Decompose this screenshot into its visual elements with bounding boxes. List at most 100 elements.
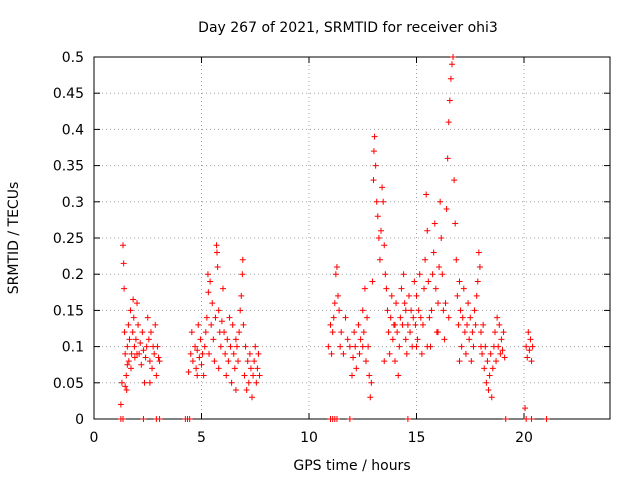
data-point	[204, 271, 211, 278]
data-point	[203, 314, 210, 321]
data-point	[140, 416, 147, 422]
data-point	[529, 343, 536, 350]
data-point	[134, 300, 140, 307]
data-point	[466, 336, 473, 343]
y-tick-label: 0.1	[62, 340, 84, 356]
data-point	[416, 271, 423, 278]
data-point	[122, 350, 129, 357]
data-point	[250, 372, 257, 379]
data-point	[478, 329, 484, 336]
data-point	[496, 321, 503, 328]
data-point	[462, 350, 469, 357]
data-point	[422, 256, 429, 263]
data-point	[470, 343, 477, 350]
data-point	[474, 278, 481, 285]
data-point	[399, 321, 406, 328]
data-point	[125, 321, 132, 328]
data-point	[227, 343, 234, 350]
data-point	[328, 350, 335, 357]
data-point	[444, 155, 451, 162]
plot-frame	[93, 56, 611, 420]
data-point	[208, 321, 215, 328]
data-point	[382, 271, 389, 278]
data-point	[246, 350, 253, 357]
data-point	[251, 358, 258, 365]
data-point	[254, 365, 261, 372]
data-point	[371, 133, 378, 140]
data-point	[445, 119, 452, 126]
data-point	[346, 343, 353, 350]
data-point	[202, 329, 209, 336]
data-point	[236, 329, 243, 336]
data-point	[385, 329, 392, 336]
data-point	[241, 372, 248, 379]
data-point	[127, 307, 134, 314]
y-tick-label: 0.15	[53, 303, 84, 319]
data-point	[411, 278, 418, 285]
data-point	[468, 358, 475, 365]
data-point	[137, 339, 144, 346]
data-point	[212, 314, 219, 321]
y-tick-label: 0	[75, 412, 84, 428]
data-point	[483, 379, 490, 386]
data-point	[486, 372, 493, 379]
data-point	[421, 285, 428, 292]
data-point	[500, 329, 507, 336]
data-point	[459, 314, 466, 321]
data-point	[480, 321, 487, 328]
data-point	[130, 314, 137, 321]
data-point	[193, 365, 200, 372]
data-point	[424, 227, 431, 234]
data-point	[481, 365, 488, 372]
data-point	[331, 300, 338, 307]
data-point	[392, 321, 398, 328]
data-point	[528, 416, 535, 422]
data-point	[473, 292, 480, 299]
data-point	[432, 285, 439, 292]
data-point	[353, 365, 360, 372]
data-point	[218, 318, 225, 325]
data-point	[446, 97, 453, 104]
data-point	[215, 307, 222, 314]
data-point	[327, 321, 334, 328]
data-point	[194, 347, 201, 354]
data-point	[152, 321, 159, 328]
data-point	[346, 416, 353, 422]
y-axis-label: SRMTID / TECUs	[6, 182, 22, 295]
data-point	[522, 405, 529, 412]
y-tick-label: 0.4	[62, 122, 84, 138]
data-point	[357, 336, 364, 343]
data-point	[131, 354, 138, 361]
data-point	[239, 256, 246, 263]
data-point	[400, 271, 407, 278]
data-point	[373, 198, 380, 205]
y-tick-label: 0.5	[62, 50, 84, 66]
chart-title: Day 267 of 2021, SRMTID for receiver ohi…	[198, 20, 498, 36]
data-point	[245, 379, 252, 386]
data-point	[369, 278, 376, 285]
data-point	[407, 329, 414, 336]
data-point	[332, 271, 339, 278]
data-point	[469, 329, 476, 336]
data-point	[375, 235, 382, 241]
data-point	[464, 321, 471, 328]
data-point	[252, 343, 259, 350]
data-point	[122, 383, 129, 390]
data-point	[238, 292, 245, 299]
data-point	[247, 365, 254, 372]
data-point	[207, 278, 214, 285]
data-point	[488, 394, 495, 401]
data-point	[249, 394, 256, 401]
data-point	[228, 379, 235, 386]
data-point	[493, 358, 500, 365]
data-point	[121, 329, 128, 336]
data-point	[337, 343, 344, 350]
data-point	[456, 358, 463, 365]
data-point	[226, 314, 233, 321]
data-point	[404, 321, 411, 328]
grid	[94, 57, 610, 419]
data-point	[355, 321, 362, 328]
data-point	[435, 329, 441, 336]
data-point	[426, 314, 433, 321]
data-point	[397, 314, 404, 321]
